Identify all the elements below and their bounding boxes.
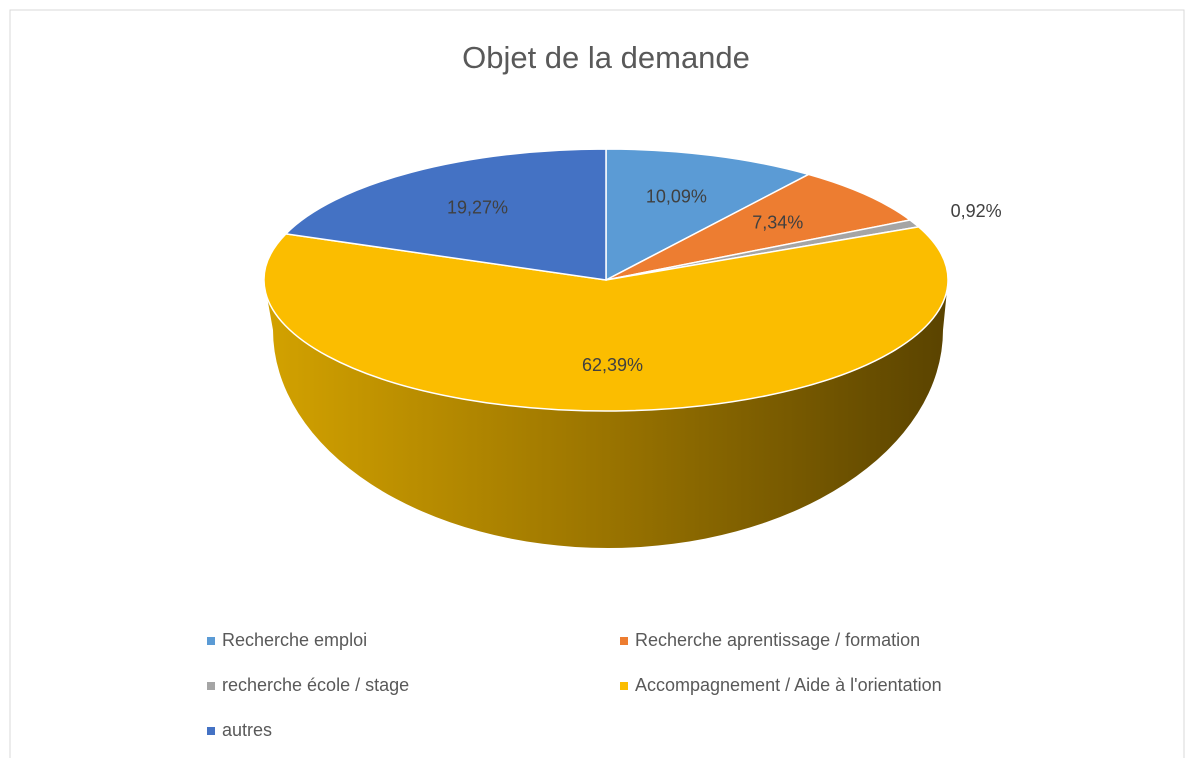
legend-label: Recherche emploi: [222, 630, 367, 650]
pie-slice: [605, 148, 811, 282]
pie-slice: [263, 226, 949, 412]
legend-swatch: [207, 637, 215, 645]
pie-side: [264, 280, 948, 548]
pie-slice: [605, 173, 912, 281]
chart-title: Objet de la demande: [462, 40, 750, 75]
legend-label: Accompagnement / Aide à l'orientation: [635, 675, 942, 695]
legend-swatch: [620, 637, 628, 645]
pie-slice: [284, 148, 607, 281]
legend-label: recherche école / stage: [222, 675, 409, 695]
data-label: 0,92%: [951, 201, 1002, 221]
legend-swatch: [207, 727, 215, 735]
data-label: 62,39%: [582, 355, 643, 375]
data-label: 19,27%: [447, 198, 508, 218]
data-label: 7,34%: [752, 213, 803, 233]
legend-swatch: [207, 682, 215, 690]
legend-label: autres: [222, 720, 272, 740]
legend-label: Recherche aprentissage / formation: [635, 630, 920, 650]
legend-swatch: [620, 682, 628, 690]
data-label: 10,09%: [646, 187, 707, 207]
